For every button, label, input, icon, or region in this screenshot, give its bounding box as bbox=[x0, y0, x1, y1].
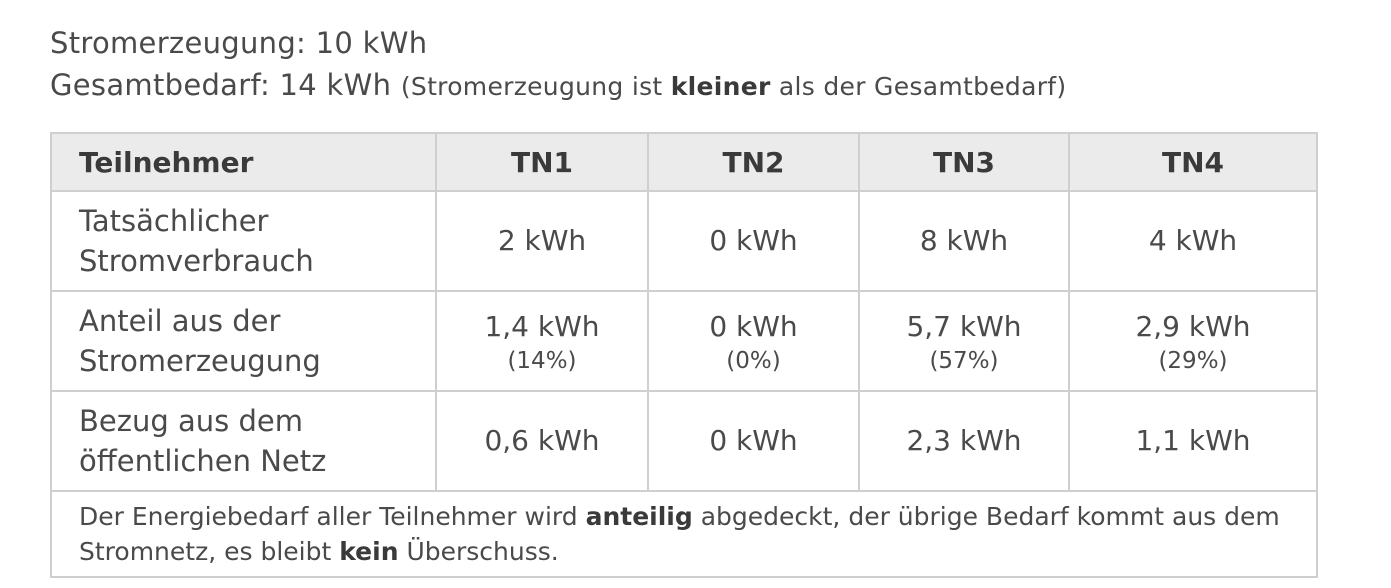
column-header: TN3 bbox=[858, 132, 1070, 192]
footer-text: Der Energiebedarf aller Teilnehmer wird bbox=[79, 502, 586, 531]
cell-value: 8 kWh bbox=[919, 224, 1009, 257]
column-header: TN1 bbox=[435, 132, 649, 192]
value-cell: 8 kWh bbox=[858, 190, 1070, 292]
value-cell: 2,3 kWh bbox=[858, 390, 1070, 492]
cell-value: 5,7 kWh bbox=[906, 310, 1022, 343]
value-cell: 1,4 kWh (14%) bbox=[435, 290, 649, 392]
cell-value: 1,4 kWh bbox=[484, 310, 600, 343]
table-row: Bezug aus dem öffentlichen Netz 0,6 kWh 0 k… bbox=[50, 390, 1318, 492]
cell-value: 2 kWh bbox=[497, 224, 587, 257]
row-label: Tatsächlicher Stromverbrauch bbox=[50, 190, 437, 292]
table-row: Anteil aus der Stromerzeugung 1,4 kWh (14%)… bbox=[50, 290, 1318, 392]
cell-share: (14%) bbox=[507, 348, 577, 374]
row-label-line: Tatsächlicher bbox=[79, 204, 269, 238]
table-body: Tatsächlicher Stromverbrauch 2 kWh 0 kWh 8 k… bbox=[50, 190, 1318, 578]
footer-text: abgedeckt, der übrige Bedarf kommt aus d… bbox=[79, 502, 1280, 566]
cell-share: (57%) bbox=[929, 348, 999, 374]
value-cell: 4 kWh bbox=[1068, 190, 1318, 292]
row-label-line: Stromerzeugung bbox=[79, 344, 321, 378]
value-cell: 0 kWh bbox=[647, 390, 860, 492]
cell-value: 4 kWh bbox=[1148, 224, 1238, 257]
distribution-table: Teilnehmer TN1 TN2 TN3 TN4 Tatsächlicher Stro… bbox=[50, 132, 1318, 578]
note-text: (Stromerzeugung ist bbox=[400, 72, 671, 101]
cell-value: 0 kWh bbox=[709, 424, 798, 457]
column-header: Teilnehmer bbox=[50, 132, 437, 192]
column-header: TN4 bbox=[1068, 132, 1318, 192]
demand-text: Gesamtbedarf: 14 kWh bbox=[50, 68, 392, 102]
column-header: TN2 bbox=[647, 132, 860, 192]
note-bold: kleiner bbox=[670, 72, 771, 101]
row-label-line: Bezug aus dem bbox=[79, 404, 303, 438]
value-cell: 5,7 kWh (57%) bbox=[858, 290, 1070, 392]
row-label-line: öffentlichen Netz bbox=[79, 444, 327, 478]
value-cell: 1,1 kWh bbox=[1068, 390, 1318, 492]
cell-value: 2,3 kWh bbox=[906, 424, 1022, 457]
row-label-line: Anteil aus der bbox=[79, 304, 281, 338]
row-label: Anteil aus der Stromerzeugung bbox=[50, 290, 437, 392]
cell-value: 0 kWh bbox=[709, 224, 798, 257]
footer-row: Der Energiebedarf aller Teilnehmer wird … bbox=[50, 490, 1318, 578]
footer-bold: kein bbox=[339, 537, 399, 566]
generation-text: Stromerzeugung: 10 kWh bbox=[50, 26, 428, 60]
cell-share: (0%) bbox=[726, 348, 781, 374]
cell-value: 0,6 kWh bbox=[484, 424, 600, 457]
note-text: als der Gesamtbedarf) bbox=[770, 72, 1067, 101]
row-label: Bezug aus dem öffentlichen Netz bbox=[50, 390, 437, 492]
value-cell: 0,6 kWh bbox=[435, 390, 649, 492]
header-row: Teilnehmer TN1 TN2 TN3 TN4 bbox=[50, 132, 1318, 192]
value-cell: 2 kWh bbox=[435, 190, 649, 292]
table-row: Tatsächlicher Stromverbrauch 2 kWh 0 kWh 8 k… bbox=[50, 190, 1318, 292]
footer-bold: anteilig bbox=[585, 502, 693, 531]
cell-value: 2,9 kWh bbox=[1135, 310, 1251, 343]
row-label-line: Stromverbrauch bbox=[79, 244, 314, 278]
footer-text: Überschuss. bbox=[398, 537, 559, 566]
footer-cell: Der Energiebedarf aller Teilnehmer wird … bbox=[50, 490, 1318, 578]
demand-line: Gesamtbedarf: 14 kWh (Stromerzeugung ist… bbox=[50, 68, 1066, 102]
cell-share: (29%) bbox=[1158, 348, 1228, 374]
cell-value: 1,1 kWh bbox=[1135, 424, 1251, 457]
value-cell: 2,9 kWh (29%) bbox=[1068, 290, 1318, 392]
cell-value: 0 kWh bbox=[709, 310, 798, 343]
demand-note: (Stromerzeugung ist kleiner als der Gesa… bbox=[401, 72, 1067, 101]
value-cell: 0 kWh bbox=[647, 190, 860, 292]
value-cell: 0 kWh (0%) bbox=[647, 290, 860, 392]
